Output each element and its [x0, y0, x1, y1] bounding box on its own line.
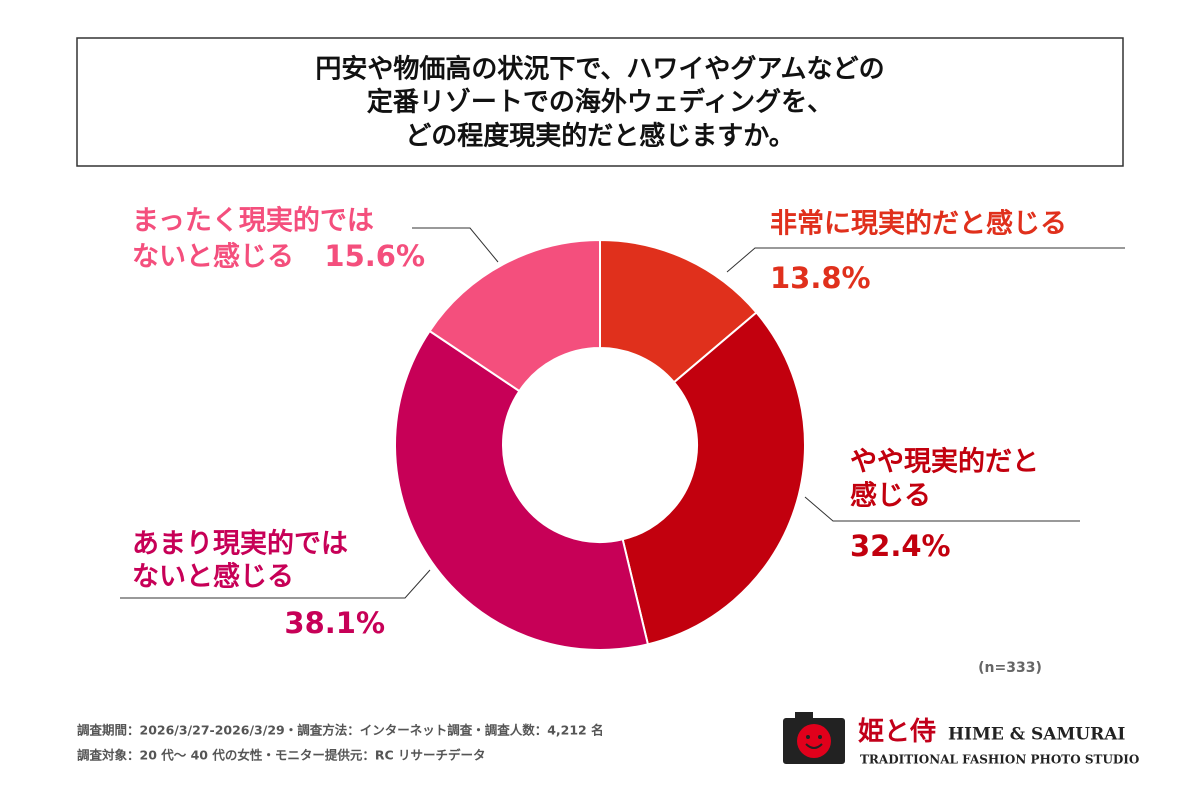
- leader-line: [804, 496, 1080, 522]
- chart-title: 定番リゾートでの海外ウェディングを、: [367, 87, 833, 118]
- logo: 姫と侍 HIME & SAMURAI TRADITIONAL FASHION P…: [783, 712, 1139, 767]
- slice-label: まったく現実的では: [132, 205, 374, 237]
- logo-lens: [797, 724, 831, 758]
- logo-eye: [806, 735, 810, 739]
- slice-label: 非常に現実的だと感じる: [770, 208, 1067, 240]
- footer-note: 調査期間：2026/3/27-2026/3/29・調査方法：インターネット調査・…: [77, 723, 604, 738]
- logo-eye: [818, 735, 822, 739]
- logo-camera-top: [795, 712, 813, 720]
- leader-line: [120, 569, 431, 599]
- slice-label: ないと感じる: [132, 241, 294, 273]
- value-label: 38.1%: [284, 606, 385, 640]
- slice-label: やや現実的だと: [850, 446, 1039, 478]
- logo-name: 姫と侍: [858, 717, 936, 747]
- logo-smile: [805, 743, 823, 749]
- value-label: 32.4%: [850, 529, 951, 563]
- logo-tagline: TRADITIONAL FASHION PHOTO STUDIO: [860, 753, 1139, 767]
- value-label: 13.8%: [770, 261, 871, 295]
- leader-lines: [120, 227, 1125, 599]
- donut-slice: [394, 329, 650, 651]
- chart-title: 円安や物価高の状況下で、ハワイやグアムなどの: [315, 54, 884, 85]
- logo-english: HIME & SAMURAI: [948, 725, 1125, 745]
- slice-label: ないと感じる: [132, 561, 294, 593]
- title-box: [76, 37, 1124, 167]
- chart-title: どの程度現実的だと感じますか。: [405, 121, 794, 152]
- slice-label: あまり現実的では: [132, 528, 348, 560]
- value-label: 15.6%: [324, 239, 425, 273]
- footer-note: 調査対象：20 代〜 40 代の女性・モニター提供元：RC リサーチデータ: [77, 748, 486, 763]
- leader-line: [412, 227, 499, 263]
- slice-label: 感じる: [850, 480, 931, 512]
- leader-line: [726, 247, 1125, 273]
- donut-slice: [621, 311, 806, 646]
- sample-size: (n=333): [978, 660, 1042, 676]
- donut-slice: [428, 238, 601, 393]
